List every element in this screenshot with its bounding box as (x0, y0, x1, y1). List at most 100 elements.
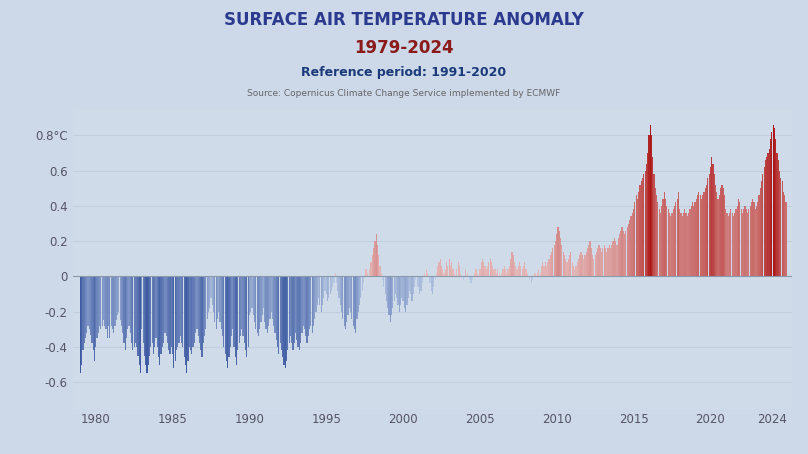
Bar (678, 192, 679, 276)
Bar (783, 192, 784, 276)
Bar (472, 276, 473, 280)
Bar (608, 245, 610, 276)
Bar (697, 195, 698, 276)
Bar (201, 276, 203, 357)
Bar (750, 206, 751, 276)
Bar (266, 276, 267, 329)
Bar (133, 276, 135, 347)
Bar (728, 217, 729, 276)
Bar (361, 276, 363, 291)
Bar (163, 276, 164, 343)
Bar (785, 202, 786, 276)
Bar (105, 276, 107, 329)
Bar (738, 199, 739, 276)
Bar (306, 276, 308, 343)
Bar (580, 252, 582, 276)
Bar (687, 217, 688, 276)
Bar (269, 276, 271, 319)
Bar (343, 276, 345, 326)
Bar (122, 276, 124, 333)
Bar (696, 199, 697, 276)
Bar (140, 276, 141, 373)
Bar (505, 269, 506, 276)
Bar (220, 276, 221, 322)
Bar (477, 273, 478, 276)
Bar (463, 276, 464, 280)
Bar (179, 276, 181, 336)
Bar (347, 276, 348, 315)
Bar (256, 276, 258, 333)
Bar (442, 269, 444, 276)
Bar (349, 276, 350, 308)
Bar (142, 276, 144, 343)
Bar (144, 276, 145, 356)
Bar (236, 276, 238, 365)
Bar (223, 276, 225, 347)
Bar (518, 266, 519, 276)
Bar (761, 181, 762, 276)
Bar (295, 276, 296, 333)
Bar (684, 209, 685, 276)
Bar (524, 262, 525, 276)
Bar (669, 213, 670, 276)
Bar (259, 276, 260, 329)
Bar (389, 276, 391, 322)
Bar (137, 276, 139, 356)
Bar (633, 209, 634, 276)
Bar (109, 276, 111, 338)
Bar (192, 276, 194, 347)
Bar (204, 276, 205, 336)
Bar (658, 202, 659, 276)
Bar (208, 276, 209, 311)
Bar (639, 185, 641, 276)
Bar (479, 269, 481, 276)
Bar (175, 276, 176, 361)
Bar (679, 209, 680, 276)
Bar (591, 248, 592, 276)
Bar (218, 276, 219, 311)
Bar (374, 241, 376, 276)
Bar (652, 157, 654, 276)
Bar (784, 195, 785, 276)
Bar (131, 276, 133, 343)
Bar (560, 237, 562, 276)
Bar (293, 276, 295, 343)
Bar (267, 276, 268, 333)
Bar (625, 231, 626, 276)
Bar (470, 276, 472, 283)
Bar (124, 276, 126, 350)
Bar (440, 259, 441, 276)
Bar (303, 276, 304, 326)
Bar (774, 128, 775, 276)
Bar (216, 276, 217, 329)
Bar (779, 171, 781, 276)
Bar (752, 199, 753, 276)
Bar (588, 245, 589, 276)
Bar (87, 276, 89, 326)
Bar (255, 276, 256, 329)
Bar (742, 213, 743, 276)
Bar (232, 276, 234, 329)
Bar (376, 234, 377, 276)
Bar (135, 276, 136, 343)
Bar (564, 255, 565, 276)
Bar (541, 266, 542, 276)
Bar (332, 276, 333, 287)
Bar (531, 276, 532, 283)
Bar (706, 185, 707, 276)
Bar (637, 199, 638, 276)
Bar (360, 276, 361, 297)
Bar (632, 213, 633, 276)
Bar (324, 276, 326, 291)
Bar (469, 276, 470, 280)
Bar (753, 202, 755, 276)
Bar (542, 262, 543, 276)
Bar (213, 276, 214, 311)
Bar (313, 276, 314, 326)
Bar (102, 276, 103, 326)
Bar (485, 266, 486, 276)
Bar (271, 276, 273, 319)
Bar (673, 209, 674, 276)
Bar (168, 276, 170, 350)
Bar (555, 241, 556, 276)
